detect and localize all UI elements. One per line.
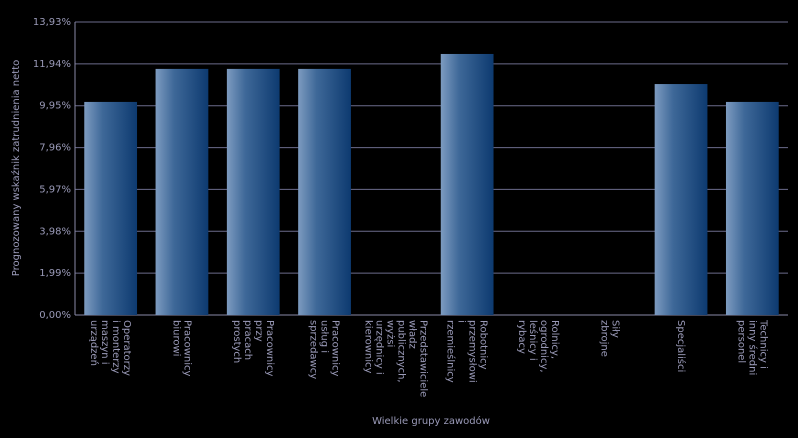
x-tick-label: Pracownicyprzypracachprostych: [231, 320, 275, 377]
x-tick-label: Pracownicyusług isprzedawcy: [308, 320, 341, 379]
bar: [440, 53, 494, 316]
x-tick-label: Robotnicyprzemysłowiirzemieślnicy: [445, 320, 489, 383]
bar: [84, 101, 138, 315]
bar: [155, 68, 209, 315]
x-tick-label: Technicy iinny średnipersonel: [735, 319, 768, 375]
x-tick-label: Siłyzbrojne: [598, 320, 620, 357]
x-axis-label: Wielkie grupy zawodów: [372, 415, 490, 427]
y-tick-label: 0,00%: [39, 310, 71, 321]
y-tick-label: 13,93%: [33, 17, 71, 28]
y-tick-label: 7,96%: [39, 143, 71, 154]
bar: [725, 101, 779, 315]
y-tick-label: 5,97%: [39, 184, 71, 195]
bar: [298, 68, 351, 315]
x-tick-label: Specjaliści: [675, 320, 687, 372]
x-tick-label: Operatorzyi monterzymaszyn iurządzeń: [88, 320, 132, 376]
x-tick-label: Rolnicy,ogrodnicy,leśnicy irybacy: [516, 320, 560, 373]
y-axis-label: Prognozowany wskaźnik zatrudnienia netto: [10, 60, 22, 276]
bar: [654, 84, 708, 315]
y-tick-label: 11,94%: [33, 59, 71, 70]
y-tick-label: 9,95%: [39, 101, 71, 112]
x-tick-label: Pracownicybiurowi: [170, 320, 192, 377]
x-tick-label: Przedstawicielewładzpublicznych,wyżsiurz…: [362, 320, 428, 397]
y-tick-label: 1,99%: [39, 268, 71, 279]
y-tick-label: 3,98%: [39, 226, 71, 237]
bar: [226, 68, 280, 315]
